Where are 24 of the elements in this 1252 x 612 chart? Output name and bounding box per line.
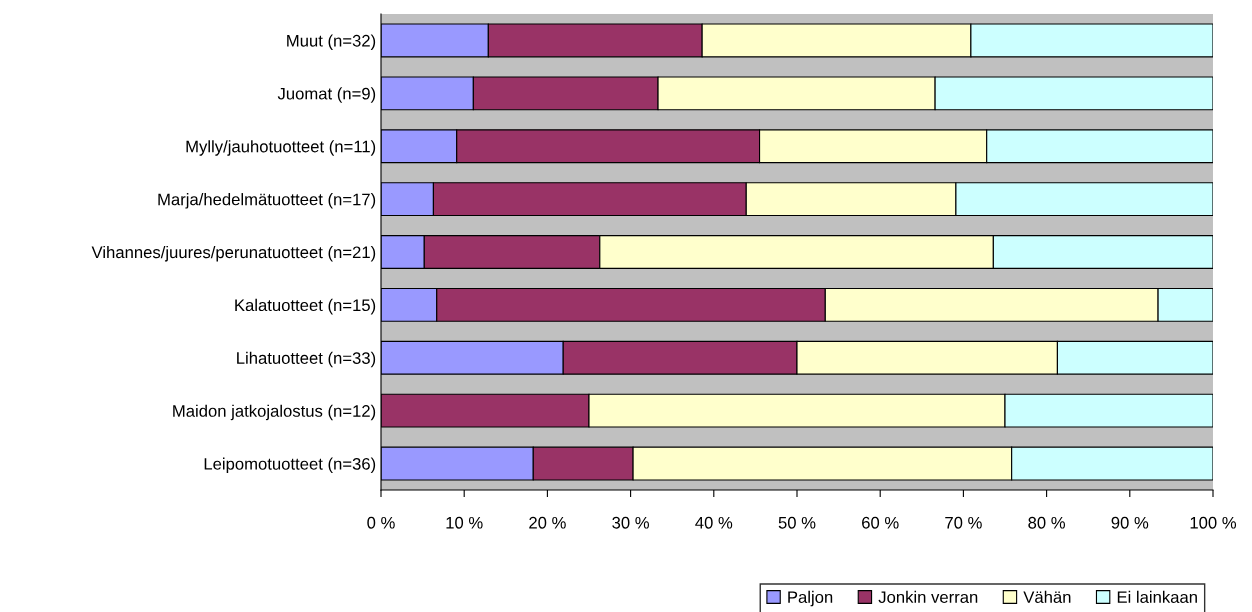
- x-tick-label: 50 %: [778, 516, 816, 529]
- x-tick-label: 80 %: [1028, 516, 1065, 529]
- x-tick-label: 30 %: [612, 516, 649, 529]
- legend-label: Vähän: [1023, 590, 1071, 604]
- y-tick-label: Kalatuotteet (n=15): [235, 298, 376, 315]
- x-tick-label: 70 %: [945, 516, 982, 529]
- x-tick-label: 20 %: [529, 516, 566, 529]
- y-tick-label: Juomat (n=9): [277, 87, 376, 103]
- x-tick-label: 10 %: [446, 516, 483, 529]
- x-tick-label: 90 %: [1111, 516, 1149, 529]
- x-tick-label: 0 %: [367, 516, 395, 529]
- y-tick-label: Lihatuotteet (n=33): [237, 351, 376, 368]
- y-tick-label: Mylly/jauhotuotteet (n=11): [186, 140, 376, 156]
- x-tick-label: 100 %: [1190, 516, 1237, 529]
- legend-label: Ei lainkaan: [1117, 590, 1197, 604]
- y-tick-label: Marja/hedelmätuotteet (n=17): [158, 193, 376, 209]
- x-tick-label: 60 %: [862, 516, 899, 529]
- y-tick-label: Muut (n=32): [287, 34, 376, 50]
- y-tick-label: Vihannes/juures/perunatuotteet (n=21): [91, 245, 376, 262]
- y-tick-label: Leipomotuotteet (n=36): [204, 457, 376, 474]
- legend-label: Paljon: [788, 590, 833, 607]
- y-tick-label: Maidon jatkojalostus (n=12): [173, 404, 376, 421]
- legend-label: Jonkin verran: [878, 590, 978, 604]
- x-tick-label: 40 %: [695, 516, 733, 529]
